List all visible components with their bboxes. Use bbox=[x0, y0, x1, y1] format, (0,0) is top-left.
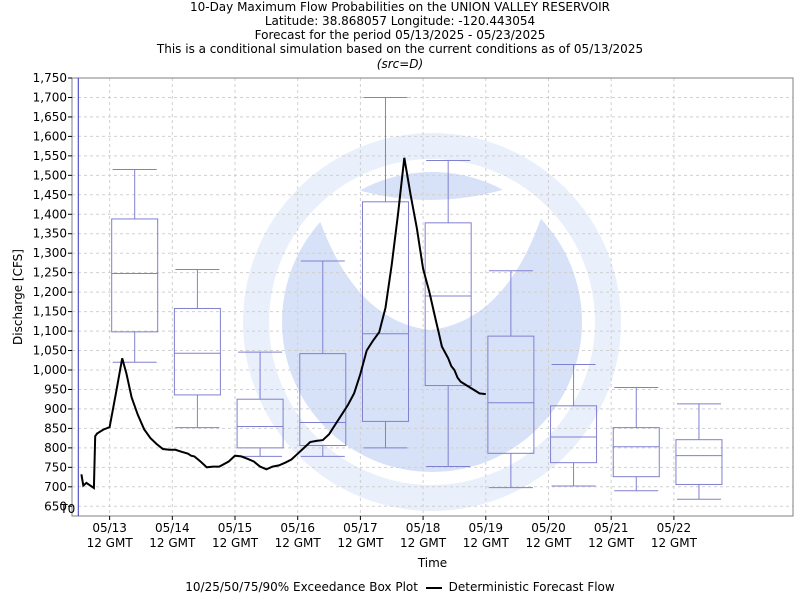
x-tick-time: 12 GMT bbox=[87, 536, 134, 550]
box-iqr bbox=[299, 353, 347, 447]
y-tick-label: 1,650 bbox=[33, 110, 67, 124]
box-plot bbox=[111, 168, 159, 363]
x-tick-date: 05/19 bbox=[468, 521, 503, 535]
y-tick-label: 950 bbox=[44, 382, 67, 396]
box-plot bbox=[173, 269, 221, 429]
grid-lines bbox=[72, 77, 793, 516]
legend-box-label: 10/25/50/75/90% Exceedance Box Plot bbox=[185, 580, 418, 594]
x-tick-time: 12 GMT bbox=[525, 536, 572, 550]
box-iqr bbox=[424, 222, 472, 387]
box-plot bbox=[550, 364, 598, 487]
y-tick-label: 900 bbox=[44, 402, 67, 416]
x-tick-date: 05/22 bbox=[657, 521, 692, 535]
y-tick-label: 700 bbox=[44, 480, 67, 494]
legend: 10/25/50/75/90% Exceedance Box Plot Dete… bbox=[0, 580, 800, 594]
box-plot bbox=[424, 160, 472, 468]
y-tick-label: 1,700 bbox=[33, 90, 67, 104]
y-tick-label: 1,750 bbox=[33, 71, 67, 85]
chart-source: (src=D) bbox=[376, 57, 424, 71]
box-plots bbox=[111, 96, 723, 500]
box-plot bbox=[675, 403, 723, 500]
t0-label: T0 bbox=[59, 502, 75, 516]
y-tick-label: 650 bbox=[44, 499, 67, 513]
y-tick-label: 1,500 bbox=[33, 168, 67, 182]
y-tick-label: 850 bbox=[44, 421, 67, 435]
y-tick-label: 1,300 bbox=[33, 246, 67, 260]
x-tick-date: 05/17 bbox=[343, 521, 378, 535]
legend-line-label: Deterministic Forecast Flow bbox=[448, 580, 615, 594]
x-tick-time: 12 GMT bbox=[588, 536, 635, 550]
y-tick-label: 750 bbox=[44, 460, 67, 474]
x-tick-time: 12 GMT bbox=[212, 536, 259, 550]
box-iqr bbox=[111, 218, 159, 333]
box-plot bbox=[299, 260, 347, 457]
y-tick-label: 1,100 bbox=[33, 324, 67, 338]
x-tick-time: 12 GMT bbox=[400, 536, 447, 550]
y-tick-label: 1,000 bbox=[33, 363, 67, 377]
y-axis-ticks: 650 700 750 800 850 900 950 1,000 1,050 1,100 1,15… bbox=[33, 71, 72, 513]
box-iqr bbox=[173, 307, 221, 396]
deterministic-forecast-line bbox=[80, 157, 486, 490]
x-tick-date: 05/16 bbox=[280, 521, 315, 535]
y-tick-label: 1,050 bbox=[33, 344, 67, 358]
x-tick-time: 12 GMT bbox=[275, 536, 322, 550]
box-plot bbox=[236, 351, 284, 457]
x-tick-time: 12 GMT bbox=[149, 536, 196, 550]
box-iqr bbox=[487, 335, 535, 454]
box-plot bbox=[487, 270, 535, 489]
y-tick-label: 800 bbox=[44, 441, 67, 455]
x-tick-date: 05/13 bbox=[92, 521, 127, 535]
box-iqr bbox=[236, 398, 284, 449]
chart-title: 10-Day Maximum Flow Probabilities on the… bbox=[189, 0, 611, 14]
y-tick-label: 1,200 bbox=[33, 285, 67, 299]
y-tick-label: 1,150 bbox=[33, 305, 67, 319]
x-tick-date: 05/18 bbox=[406, 521, 441, 535]
y-tick-label: 1,350 bbox=[33, 227, 67, 241]
y-tick-label: 1,450 bbox=[33, 188, 67, 202]
box-iqr bbox=[361, 201, 409, 422]
box-iqr bbox=[612, 427, 660, 478]
x-tick-date: 05/21 bbox=[594, 521, 629, 535]
box-iqr bbox=[550, 405, 598, 464]
y-axis-label: Discharge [CFS] bbox=[11, 249, 25, 345]
x-tick-date: 05/14 bbox=[155, 521, 190, 535]
plot-area-frame bbox=[71, 77, 794, 517]
x-tick-time: 12 GMT bbox=[463, 536, 510, 550]
chart-note: This is a conditional simulation based o… bbox=[156, 42, 644, 56]
y-tick-label: 1,250 bbox=[33, 266, 67, 280]
x-tick-time: 12 GMT bbox=[651, 536, 698, 550]
legend-line-swatch bbox=[425, 586, 442, 589]
x-axis-label: Time bbox=[417, 556, 447, 570]
x-tick-date: 05/20 bbox=[531, 521, 566, 535]
noaa-logo-icon bbox=[243, 133, 621, 511]
chart-period: Forecast for the period 05/13/2025 - 05/… bbox=[254, 28, 546, 42]
chart-location: Latitude: 38.868057 Longitude: -120.4430… bbox=[264, 14, 536, 28]
x-tick-time: 12 GMT bbox=[337, 536, 384, 550]
y-tick-label: 1,600 bbox=[33, 129, 67, 143]
y-tick-label: 1,550 bbox=[33, 149, 67, 163]
box-plot bbox=[612, 387, 660, 492]
x-tick-date: 05/15 bbox=[218, 521, 253, 535]
y-tick-label: 1,400 bbox=[33, 207, 67, 221]
box-plot bbox=[361, 96, 409, 449]
box-iqr bbox=[675, 439, 723, 485]
